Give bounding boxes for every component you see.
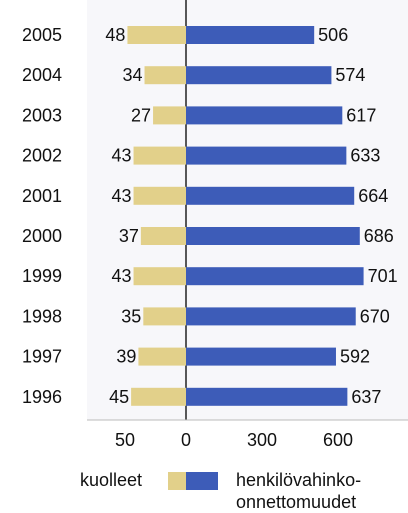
bar-kuolleet	[133, 267, 186, 286]
value-label-henkilovahinko: 701	[368, 266, 398, 286]
bar-kuolleet	[133, 186, 186, 205]
bar-henkilovahinko	[186, 146, 347, 165]
value-label-henkilovahinko: 686	[364, 226, 394, 246]
year-label: 1999	[22, 266, 62, 286]
value-label-kuolleet: 34	[122, 65, 142, 85]
bar-kuolleet	[138, 347, 186, 366]
value-label-kuolleet: 27	[131, 105, 151, 125]
year-label: 1997	[22, 347, 62, 367]
year-label: 2002	[22, 146, 62, 166]
legend-swatch-henkilovahinko	[186, 472, 218, 490]
value-label-henkilovahinko: 617	[346, 105, 376, 125]
legend-label-kuolleet: kuolleet	[80, 470, 142, 490]
bar-henkilovahinko	[186, 227, 360, 245]
value-label-henkilovahinko: 506	[318, 25, 348, 45]
tick-label-left: 50	[115, 430, 135, 450]
value-label-kuolleet: 39	[116, 347, 136, 367]
year-label: 2005	[22, 25, 62, 45]
value-label-kuolleet: 45	[109, 387, 129, 407]
value-label-kuolleet: 43	[112, 146, 132, 166]
bar-kuolleet	[131, 387, 186, 406]
value-label-henkilovahinko: 633	[350, 146, 380, 166]
bar-henkilovahinko	[186, 106, 343, 125]
value-label-kuolleet: 35	[121, 306, 141, 326]
value-label-henkilovahinko: 670	[360, 306, 390, 326]
bar-kuolleet	[143, 307, 186, 326]
year-label: 2003	[22, 105, 62, 125]
bar-henkilovahinko	[186, 267, 364, 286]
bar-henkilovahinko	[186, 387, 348, 406]
tick-label-right: 0	[181, 430, 191, 450]
value-label-kuolleet: 43	[112, 266, 132, 286]
year-label: 2004	[22, 65, 62, 85]
value-label-henkilovahinko: 592	[340, 347, 370, 367]
year-label: 2001	[22, 186, 62, 206]
bar-kuolleet	[153, 106, 186, 125]
value-label-kuolleet: 48	[105, 25, 125, 45]
value-label-henkilovahinko: 664	[358, 186, 388, 206]
value-label-kuolleet: 37	[119, 226, 139, 246]
year-label: 2000	[22, 226, 62, 246]
year-label: 1996	[22, 387, 62, 407]
bar-henkilovahinko	[186, 66, 332, 85]
bar-kuolleet	[144, 66, 186, 85]
bar-henkilovahinko	[186, 186, 355, 205]
value-label-henkilovahinko: 637	[351, 387, 381, 407]
year-label: 1998	[22, 306, 62, 326]
tick-label-right: 300	[247, 430, 277, 450]
tick-label-right: 600	[323, 430, 353, 450]
axis-ticks: 50 0 300 600	[87, 419, 408, 450]
bar-henkilovahinko	[186, 347, 336, 366]
legend-label-henkilovahinko-line2: onnettomuudet	[236, 492, 356, 512]
legend: kuolleet henkilövahinko- onnettomuudet	[80, 470, 361, 512]
legend-swatch-kuolleet	[168, 472, 186, 490]
bar-henkilovahinko	[186, 307, 356, 326]
legend-label-henkilovahinko-line1: henkilövahinko-	[236, 470, 361, 490]
value-label-kuolleet: 43	[112, 186, 132, 206]
bar-kuolleet	[127, 26, 186, 44]
labels: 2005 48 506 2004 34 574 2003 27 617 2002 43 633 2001…	[22, 25, 398, 407]
bar-henkilovahinko	[186, 26, 315, 44]
value-label-henkilovahinko: 574	[335, 65, 365, 85]
bar-kuolleet	[140, 227, 186, 245]
bar-kuolleet	[133, 146, 186, 165]
bars	[127, 26, 364, 406]
